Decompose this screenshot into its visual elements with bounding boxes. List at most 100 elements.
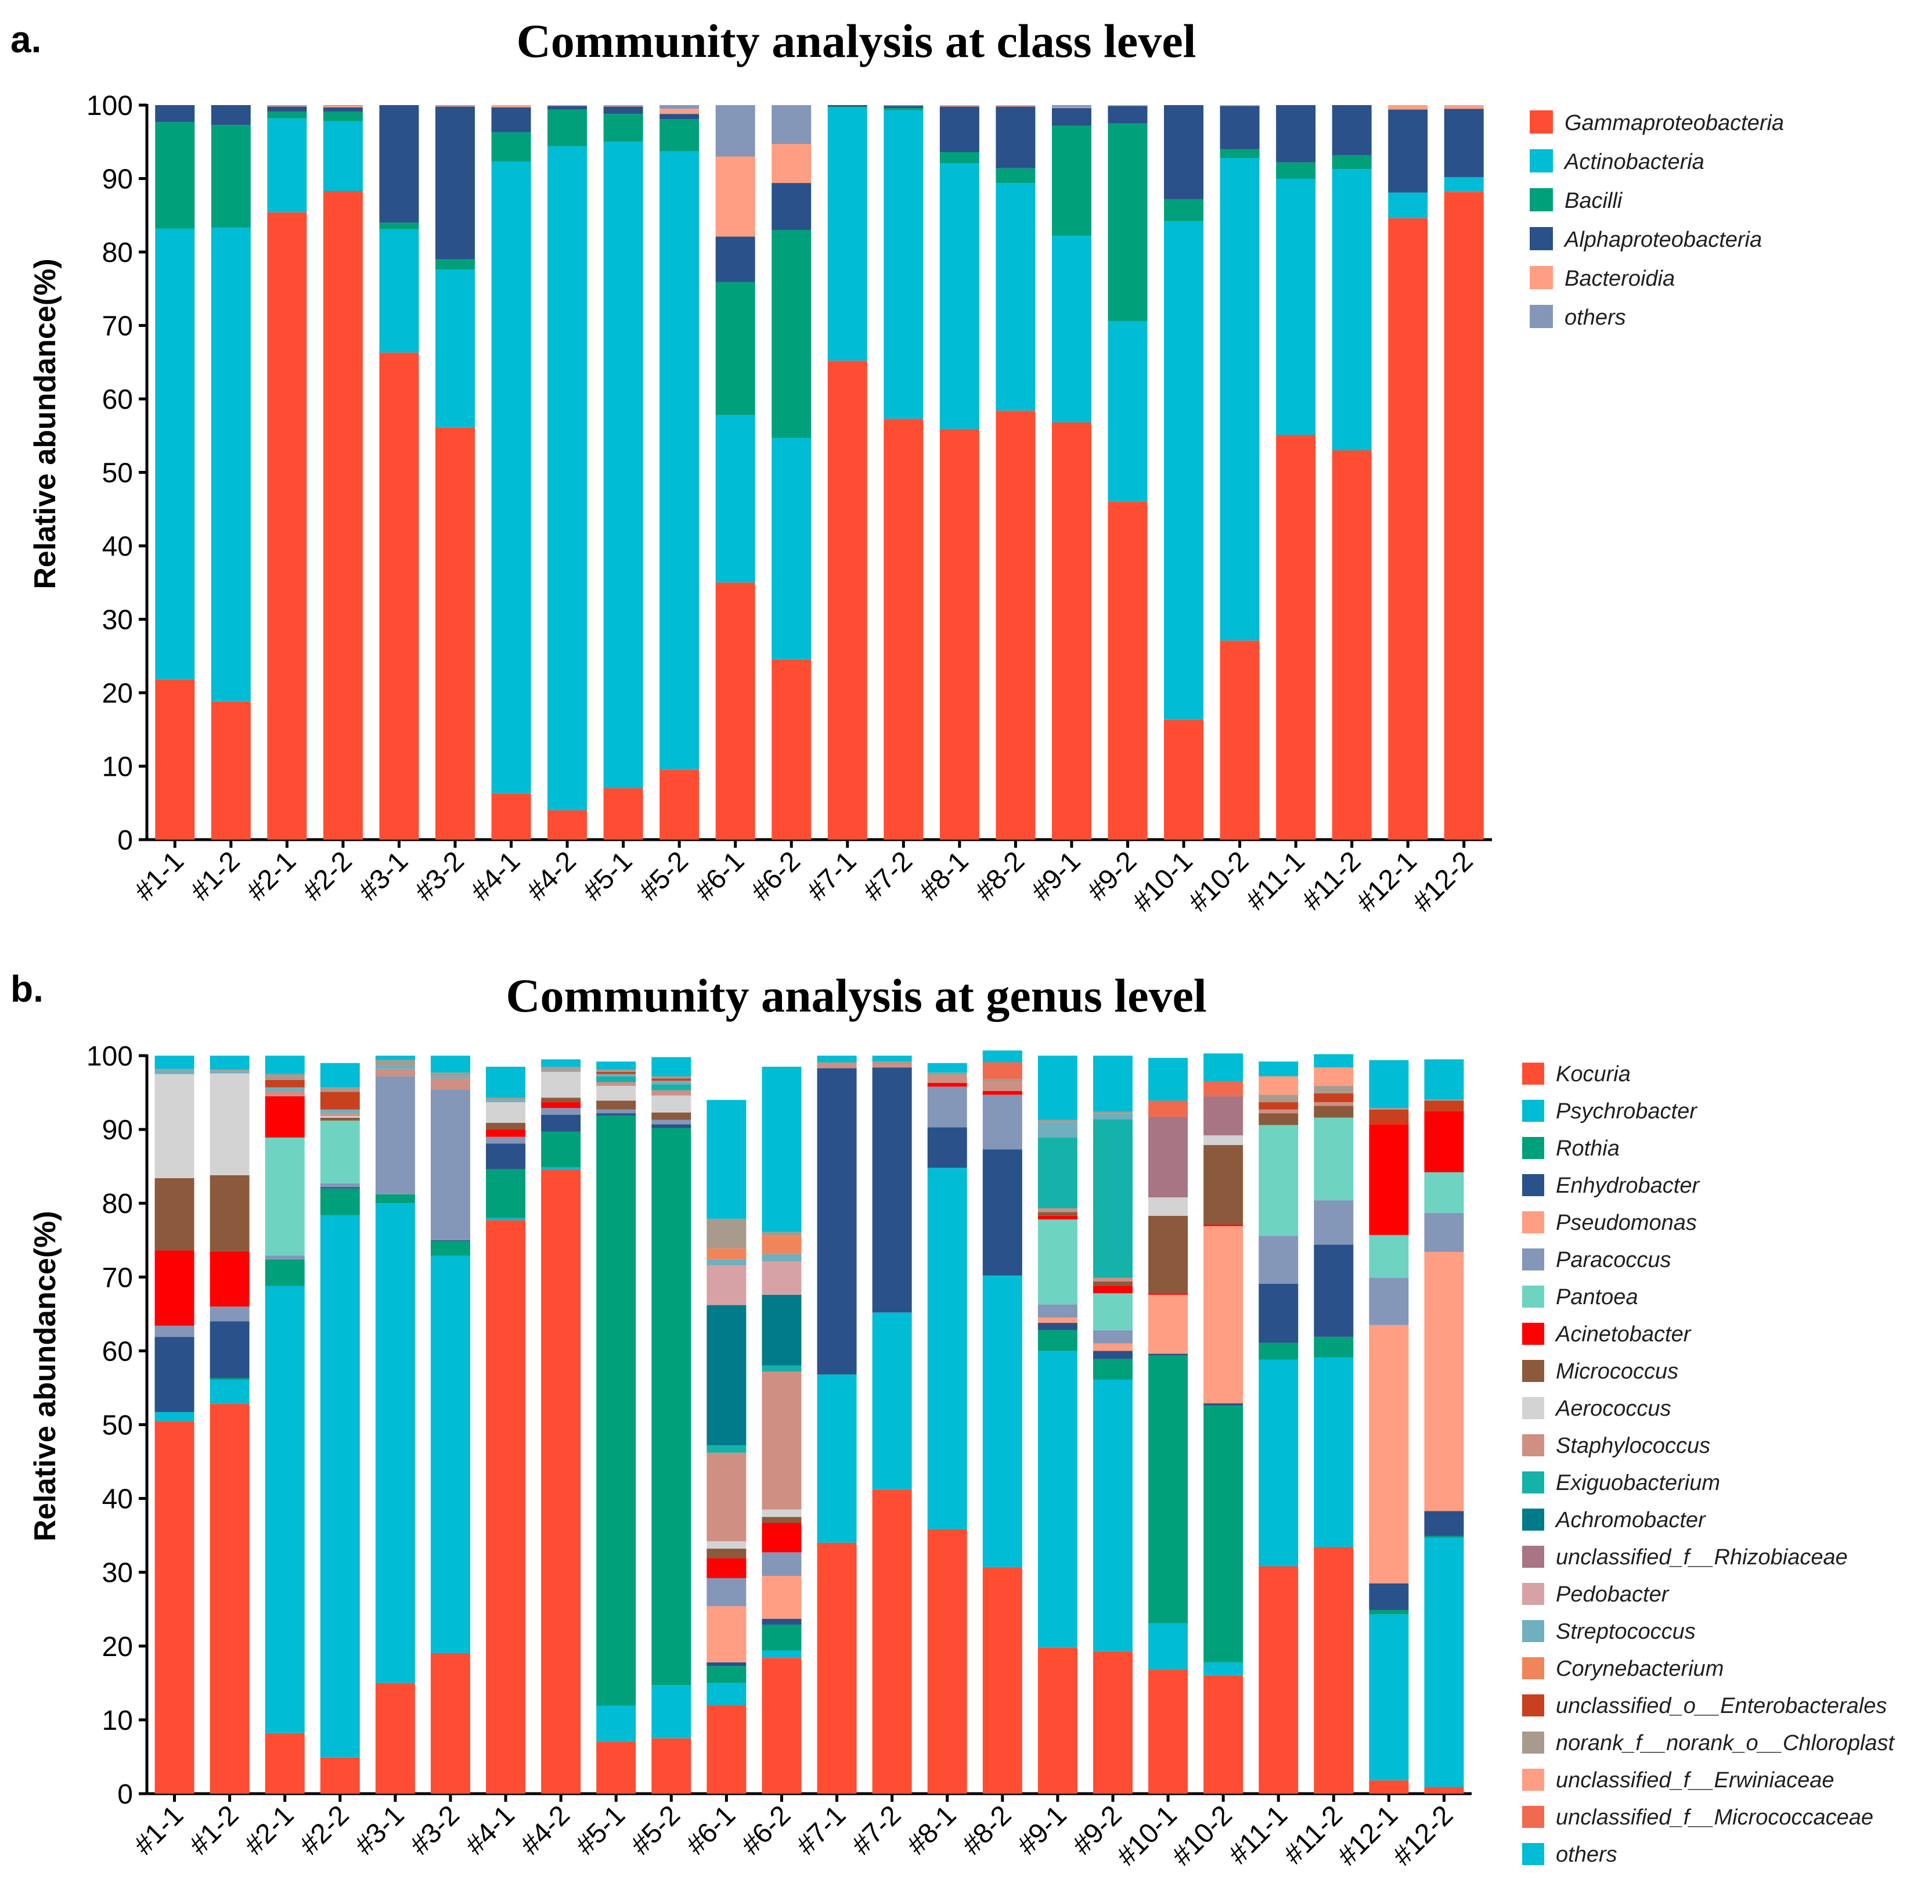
bar-segment-bacilli <box>1276 162 1316 179</box>
bar-1-1 <box>155 105 195 840</box>
bar-segment-others <box>884 105 924 106</box>
bar-segment-enhydrobacter <box>486 1143 526 1169</box>
bar-segment-exiguobacterium <box>1037 1138 1077 1209</box>
bar-segment-acinetobacter <box>210 1251 250 1307</box>
bar-5-1 <box>596 1061 636 1794</box>
bar-segment-norank-f-norank-o-chloroplast <box>1093 1111 1133 1114</box>
bar-segment-enhydrobacter <box>817 1068 857 1375</box>
bar-segment-staphylococcus <box>1314 1102 1354 1106</box>
bar-segment-alphaproteobacteria <box>379 105 419 223</box>
bar-segment-others <box>154 1056 194 1069</box>
bar-segment-norank-f-norank-o-chloroplast <box>541 1067 581 1069</box>
bar-segment-psychrobacter <box>320 1215 360 1758</box>
bar-segment-micrococcus <box>1203 1144 1243 1225</box>
x-tick-label: #4-1 <box>459 1799 520 1860</box>
bar-segment-rothia <box>541 1131 581 1167</box>
x-tick-label: #11-1 <box>1240 845 1311 916</box>
bar-segment-acinetobacter <box>927 1083 967 1087</box>
bar-segment-kocuria <box>375 1683 415 1794</box>
bar-segment-bacteroidia <box>323 106 363 107</box>
bar-segment-exiguobacterium <box>707 1445 747 1453</box>
x-tick-label: #1-1 <box>128 1799 189 1860</box>
x-tick-label: #3-2 <box>404 1799 465 1860</box>
bar-segment-psychrobacter <box>596 1705 636 1743</box>
legend-swatch <box>1522 1434 1544 1456</box>
bar-segment-paracoccus <box>210 1306 250 1322</box>
bar-segment-bacilli <box>1108 123 1148 321</box>
chart-a-legend: Gammaproteobacteria Actinobacteria Bacilli… <box>1530 110 1784 330</box>
bar-segment-gammaproteobacteria <box>659 769 700 840</box>
bar-segment-actinobacteria <box>659 151 700 770</box>
bar-segment-aerococcus <box>541 1071 581 1098</box>
chart-a-bars <box>155 105 1484 840</box>
bar-segment-staphylococcus <box>982 1081 1022 1092</box>
bar-segment-others <box>265 1056 305 1074</box>
legend-swatch <box>1522 1806 1544 1828</box>
bar-segment-actinobacteria <box>435 269 475 428</box>
bar-segment-aerococcus <box>486 1102 526 1123</box>
bar-segment-actinobacteria <box>884 110 924 419</box>
bar-segment-others <box>1093 1056 1133 1112</box>
bar-segment-staphylococcus <box>927 1075 967 1084</box>
bar-segment-others <box>715 105 755 157</box>
bar-segment-others <box>1424 1059 1464 1099</box>
bar-segment-enhydrobacter <box>762 1618 802 1625</box>
bar-segment-corynebacterium <box>707 1248 747 1259</box>
bar-12-2 <box>1424 1059 1464 1794</box>
bar-segment-pantoea <box>1093 1293 1133 1330</box>
bar-segment-norank-f-norank-o-chloroplast <box>265 1074 305 1080</box>
bar-segment-alphaproteobacteria <box>1164 105 1204 199</box>
bar-segment-kocuria <box>651 1738 691 1794</box>
legend-swatch <box>1522 1471 1544 1493</box>
bar-segment-actinobacteria <box>715 415 755 583</box>
legend-item-kocuria: Kocuria <box>1522 1062 1631 1086</box>
legend-label: others <box>1556 1842 1617 1867</box>
bar-segment-psychrobacter <box>1148 1623 1188 1670</box>
bar-segment-alphaproteobacteria <box>323 107 363 112</box>
bar-segment-enhydrobacter <box>707 1662 747 1667</box>
legend-item-others: others <box>1530 305 1626 330</box>
bar-segment-paracoccus <box>375 1076 415 1194</box>
bar-segment-unclassified-o-enterobacterales <box>1314 1093 1354 1103</box>
bar-segment-others <box>707 1100 747 1219</box>
bar-segment-micrococcus <box>541 1097 581 1103</box>
bar-segment-bacilli <box>435 259 475 270</box>
bar-12-1 <box>1369 1060 1409 1794</box>
bar-6-1 <box>715 105 755 840</box>
bar-segment-norank-f-norank-o-chloroplast <box>982 1079 1022 1082</box>
y-tick-label: 70 <box>102 1262 133 1293</box>
bar-segment-corynebacterium <box>762 1236 802 1254</box>
bar-segment-pseudomonas <box>1203 1226 1243 1403</box>
bar-segment-kocuria <box>596 1742 636 1794</box>
bar-segment-bacteroidia <box>1444 105 1484 109</box>
bar-segment-gammaproteobacteria <box>547 810 587 840</box>
bar-segment-actinobacteria <box>1164 221 1204 720</box>
legend-item-enhydrobacter: Enhydrobacter <box>1522 1174 1700 1198</box>
y-tick-label: 100 <box>86 1041 133 1072</box>
bar-segment-bacilli <box>491 132 531 162</box>
bar-segment-paracoccus <box>1259 1236 1299 1284</box>
bar-3-1 <box>379 105 419 840</box>
legend-item-aerococcus: Aerococcus <box>1522 1396 1671 1421</box>
x-tick-label: #10-2 <box>1166 1799 1238 1871</box>
bar-segment-staphylococcus <box>817 1063 857 1068</box>
bar-segment-acinetobacter <box>1424 1111 1464 1172</box>
bar-segment-streptococcus <box>651 1081 691 1085</box>
legend-label: Achromobacter <box>1555 1508 1706 1532</box>
bar-1-2 <box>211 105 251 840</box>
bar-segment-unclassified-o-enterobacterales <box>1259 1102 1299 1110</box>
bar-segment-rothia <box>1037 1330 1077 1351</box>
bar-segment-others <box>323 105 363 106</box>
bar-segment-actinobacteria <box>772 438 812 660</box>
x-tick-label: #6-2 <box>736 1799 796 1860</box>
bar-segment-alphaproteobacteria <box>1051 108 1091 126</box>
legend-label: Acinetobacter <box>1555 1322 1692 1347</box>
bar-4-1 <box>486 1067 526 1794</box>
legend-item-unclassified-f-micrococcaceae: unclassified_f__Micrococcaceae <box>1522 1805 1873 1830</box>
y-tick-label: 10 <box>102 1705 133 1736</box>
bar-segment-paracoccus <box>430 1089 470 1240</box>
chart-b-title: Community analysis at genus level <box>506 969 1206 1022</box>
bar-segment-gammaproteobacteria <box>1108 502 1148 840</box>
y-tick-label: 100 <box>86 91 133 121</box>
bar-segment-psychrobacter <box>872 1312 912 1490</box>
